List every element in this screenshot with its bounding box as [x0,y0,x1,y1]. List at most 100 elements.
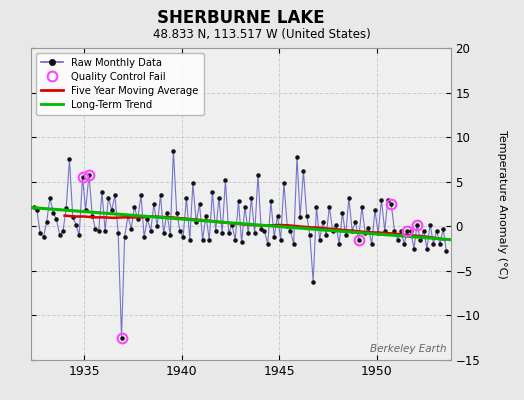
Point [247,194,256,201]
Point [172,210,181,216]
Point [72,221,80,228]
Point [101,228,110,234]
Point [195,201,204,207]
Point [39,234,48,240]
Point [66,156,74,163]
Point [397,228,405,234]
Text: 48.833 N, 113.517 W (United States): 48.833 N, 113.517 W (United States) [153,28,371,41]
Point [315,236,324,243]
Point [147,228,155,234]
Point [332,221,340,228]
Point [257,226,265,232]
Point [234,198,243,204]
Point [56,232,64,238]
Point [354,236,363,243]
Point [254,171,262,178]
Point [420,228,428,234]
Title: SHERBURNE LAKE: SHERBURNE LAKE [157,9,325,27]
Point [351,219,359,225]
Point [390,228,399,234]
Point [270,234,278,240]
Point [286,228,294,234]
Point [296,214,304,220]
Point [384,196,392,203]
Y-axis label: Temperature Anomaly (°C): Temperature Anomaly (°C) [497,130,507,278]
Point [423,245,431,252]
Point [283,223,291,230]
Point [237,239,246,246]
Point [140,234,148,240]
Point [143,216,151,222]
Point [329,228,337,234]
Point [241,204,249,210]
Point [348,228,356,234]
Point [228,221,236,228]
Point [91,226,100,232]
Point [302,212,311,219]
Point [94,228,103,234]
Point [380,228,389,234]
Point [439,226,447,232]
Point [32,207,41,214]
Point [345,194,353,201]
Point [218,230,226,237]
Point [159,230,168,237]
Point [277,236,285,243]
Point [325,204,334,210]
Point [364,225,373,231]
Text: Berkeley Earth: Berkeley Earth [370,344,446,354]
Point [127,226,136,232]
Point [52,216,61,222]
Point [274,212,282,219]
Point [117,334,126,341]
Point [69,214,77,220]
Point [221,177,230,183]
Point [75,232,83,238]
Point [377,196,386,203]
Point [212,228,220,234]
Point [134,216,142,222]
Point [426,221,434,228]
Point [114,230,123,237]
Point [322,232,331,238]
Point [176,228,184,234]
Point [156,192,165,198]
Point [121,234,129,240]
Point [111,192,119,198]
Point [231,236,239,243]
Point [407,228,415,234]
Point [267,198,275,204]
Point [367,241,376,247]
Point [202,212,210,219]
Point [130,204,138,210]
Point [124,212,132,219]
Point [199,236,207,243]
Point [62,205,70,212]
Point [150,201,158,207]
Point [260,228,269,234]
Point [46,194,54,201]
Point [88,212,96,219]
Legend: Raw Monthly Data, Quality Control Fail, Five Year Moving Average, Long-Term Tren: Raw Monthly Data, Quality Control Fail, … [37,53,204,115]
Point [342,232,350,238]
Point [442,248,451,254]
Point [289,241,298,247]
Point [192,219,200,225]
Point [244,230,253,237]
Point [309,278,318,285]
Point [387,201,396,207]
Point [400,241,408,247]
Point [185,236,194,243]
Point [98,189,106,196]
Point [104,194,113,201]
Point [312,204,321,210]
Point [225,230,233,237]
Point [338,210,346,216]
Point [374,230,383,237]
Point [208,189,216,196]
Point [137,192,145,198]
Point [371,207,379,214]
Point [305,232,314,238]
Point [189,180,197,187]
Point [413,221,421,228]
